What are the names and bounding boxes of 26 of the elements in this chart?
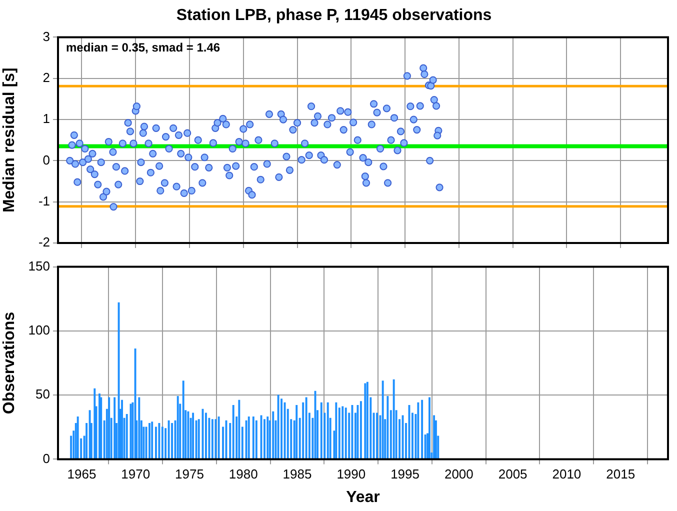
y-tick-label: 3 (42, 28, 50, 44)
x-tick-label: 2005 (498, 466, 528, 482)
x-tick-label: 1970 (121, 466, 150, 482)
x-tick-label: 2015 (606, 466, 636, 482)
y-axis-title: Median residual [s] (1, 68, 18, 213)
y-tick-label: 2 (42, 70, 50, 85)
annotation: median = 0.35, smad = 1.46 (66, 40, 220, 55)
x-tick-label: 1995 (390, 466, 420, 482)
y-tick-label: -1 (38, 193, 50, 208)
y-tick-label: 100 (28, 322, 50, 338)
x-tick-label: 1985 (282, 466, 312, 482)
y-tick-label: 1 (42, 111, 50, 126)
y-tick-label: 150 (28, 258, 50, 274)
y-tick-label: -2 (38, 234, 50, 250)
x-tick-label: 1975 (175, 466, 204, 482)
y-tick-label: 0 (42, 450, 50, 466)
x-tick-label: 2000 (444, 466, 474, 482)
x-tick-label: 2010 (552, 466, 582, 482)
x-tick-label: 1990 (336, 466, 366, 482)
x-axis-title: Year (346, 488, 380, 506)
y-tick-label: 0 (42, 152, 50, 168)
x-tick-label: 1965 (67, 466, 96, 482)
y-tick-label: 50 (36, 386, 50, 402)
y-axis-title: Observations (1, 312, 18, 414)
x-tick-label: 1980 (228, 466, 258, 482)
chart-title: Station LPB, phase P, 11945 observations (176, 7, 492, 24)
